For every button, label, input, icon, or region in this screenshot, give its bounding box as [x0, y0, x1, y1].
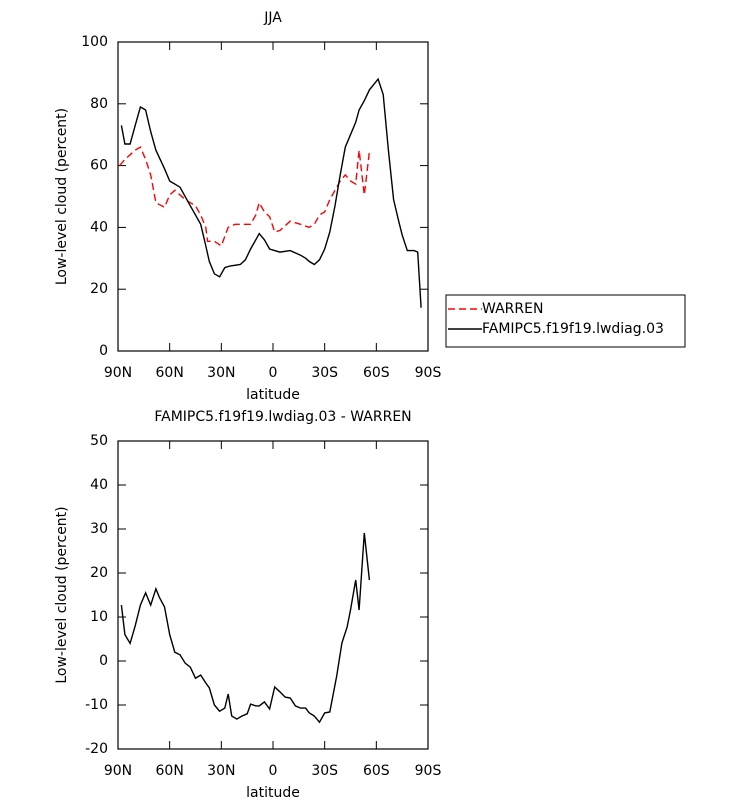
y-tick-label: -10 — [85, 697, 108, 713]
chart-title: FAMIPC5.f19f19.lwdiag.03 - WARREN — [154, 409, 411, 425]
y-tick-label: 40 — [90, 477, 108, 493]
y-tick-label: -20 — [85, 741, 108, 757]
x-tick-label: 0 — [269, 763, 278, 779]
y-tick-label: 80 — [90, 96, 108, 112]
plot-frame — [117, 440, 429, 750]
x-tick-label: 30S — [311, 365, 338, 381]
x-tick-label: 30N — [207, 763, 235, 779]
x-axis-label: latitude — [246, 387, 300, 403]
x-tick-label: 60S — [363, 365, 390, 381]
y-axis-label: Low-level cloud (percent) — [54, 108, 70, 285]
y-axis-label: Low-level cloud (percent) — [54, 506, 70, 683]
legend-label: FAMIPC5.f19f19.lwdiag.03 — [482, 321, 664, 337]
legend-box — [445, 294, 686, 348]
y-tick-label: 40 — [90, 219, 108, 235]
x-tick-label: 60N — [156, 763, 184, 779]
x-tick-label: 60S — [363, 763, 390, 779]
x-tick-label: 60N — [156, 365, 184, 381]
y-tick-label: 20 — [90, 565, 108, 581]
x-axis-label: latitude — [246, 785, 300, 801]
x-tick-label: 90S — [415, 763, 442, 779]
x-tick-label: 30N — [207, 365, 235, 381]
y-tick-label: 0 — [99, 653, 108, 669]
y-tick-label: 0 — [99, 343, 108, 359]
x-tick-label: 90N — [104, 365, 132, 381]
x-tick-label: 30S — [311, 763, 338, 779]
data-line — [119, 146, 371, 247]
data-line — [120, 532, 371, 724]
x-tick-label: 90S — [415, 365, 442, 381]
y-tick-label: 100 — [81, 34, 108, 50]
y-tick-label: 50 — [90, 433, 108, 449]
data-line — [120, 77, 422, 308]
y-tick-label: 10 — [90, 609, 108, 625]
x-tick-label: 0 — [269, 365, 278, 381]
x-tick-label: 90N — [104, 763, 132, 779]
chart-title: JJA — [263, 10, 282, 26]
y-tick-label: 30 — [90, 521, 108, 537]
y-tick-label: 60 — [90, 158, 108, 174]
legend-label: WARREN — [482, 301, 543, 317]
y-tick-label: 20 — [90, 281, 108, 297]
